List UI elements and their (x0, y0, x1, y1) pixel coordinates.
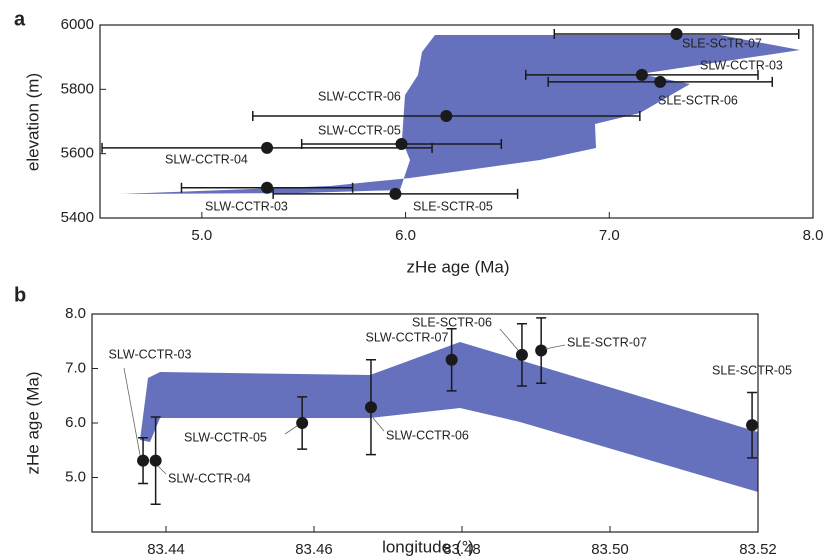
y-tick-label: 5600 (61, 145, 94, 162)
y-tick-label: 8.0 (65, 305, 86, 322)
data-point (364, 401, 377, 414)
x-tick-label: 83.52 (739, 541, 777, 557)
data-point (389, 187, 402, 200)
data-point (395, 138, 408, 151)
x-tick-label: 5.0 (191, 227, 212, 244)
point-label: SLE-SCTR-07 (682, 36, 762, 50)
data-point (149, 454, 162, 467)
leader-line (372, 417, 385, 432)
leader-line (284, 425, 298, 435)
panel-label: b (14, 284, 26, 306)
x-tick-label: 6.0 (395, 227, 416, 244)
point-label: SLW-CCTR-07 (366, 330, 449, 344)
model-envelope (140, 342, 758, 492)
x-tick-label: 8.0 (803, 227, 824, 244)
y-tick-label: 5.0 (65, 468, 86, 485)
point-label: SLW-CCTR-06 (386, 428, 469, 442)
y-tick-label: 7.0 (65, 359, 86, 376)
y-axis-title: zHe age (Ma) (23, 372, 42, 475)
data-point (746, 419, 759, 432)
point-label: SLE-SCTR-06 (412, 315, 492, 329)
x-axis-title: longitude (°) (382, 537, 474, 556)
y-axis-title: elevation (m) (23, 73, 42, 171)
point-label: SLW-CCTR-04 (165, 152, 248, 166)
data-point (261, 141, 274, 154)
panel-label: a (14, 8, 26, 30)
model-envelope (120, 35, 800, 194)
point-label: SLE-SCTR-05 (712, 363, 792, 377)
point-label: SLW-CCTR-04 (168, 471, 251, 485)
data-point (654, 75, 667, 88)
y-tick-label: 5800 (61, 80, 94, 97)
data-point (440, 110, 453, 123)
point-label: SLW-CCTR-03 (205, 199, 288, 213)
leader-line (123, 367, 141, 456)
point-label: SLW-CCTR-03 (109, 347, 192, 361)
y-tick-label: 6000 (61, 16, 94, 33)
data-point (535, 344, 548, 357)
y-tick-label: 5400 (61, 209, 94, 226)
point-label: SLW-CCTR-06 (318, 89, 401, 103)
data-point (445, 353, 458, 366)
point-label: SLW-CCTR-05 (184, 430, 267, 444)
leader-line (544, 344, 566, 350)
data-point (635, 68, 648, 81)
point-label: SLW-CCTR-05 (318, 123, 401, 137)
x-axis-title: zHe age (Ma) (407, 257, 510, 276)
x-tick-label: 83.48 (443, 541, 481, 557)
data-point (515, 348, 528, 361)
leader-line (499, 328, 519, 351)
point-label: SLE-SCTR-07 (567, 335, 647, 349)
point-label: SLW-CCTR-03 (700, 58, 783, 72)
data-point (261, 181, 274, 194)
leader-line (157, 465, 167, 475)
x-tick-label: 7.0 (599, 227, 620, 244)
point-label: SLE-SCTR-05 (413, 199, 493, 213)
x-tick-label: 83.50 (591, 541, 629, 557)
plot-frame (99, 24, 814, 219)
x-tick-label: 83.46 (295, 541, 333, 557)
point-label: SLE-SCTR-06 (658, 93, 738, 107)
data-point (296, 417, 309, 429)
data-point (670, 28, 683, 41)
x-tick-label: 83.44 (147, 541, 185, 557)
y-tick-label: 6.0 (65, 414, 86, 431)
data-point (137, 454, 150, 467)
